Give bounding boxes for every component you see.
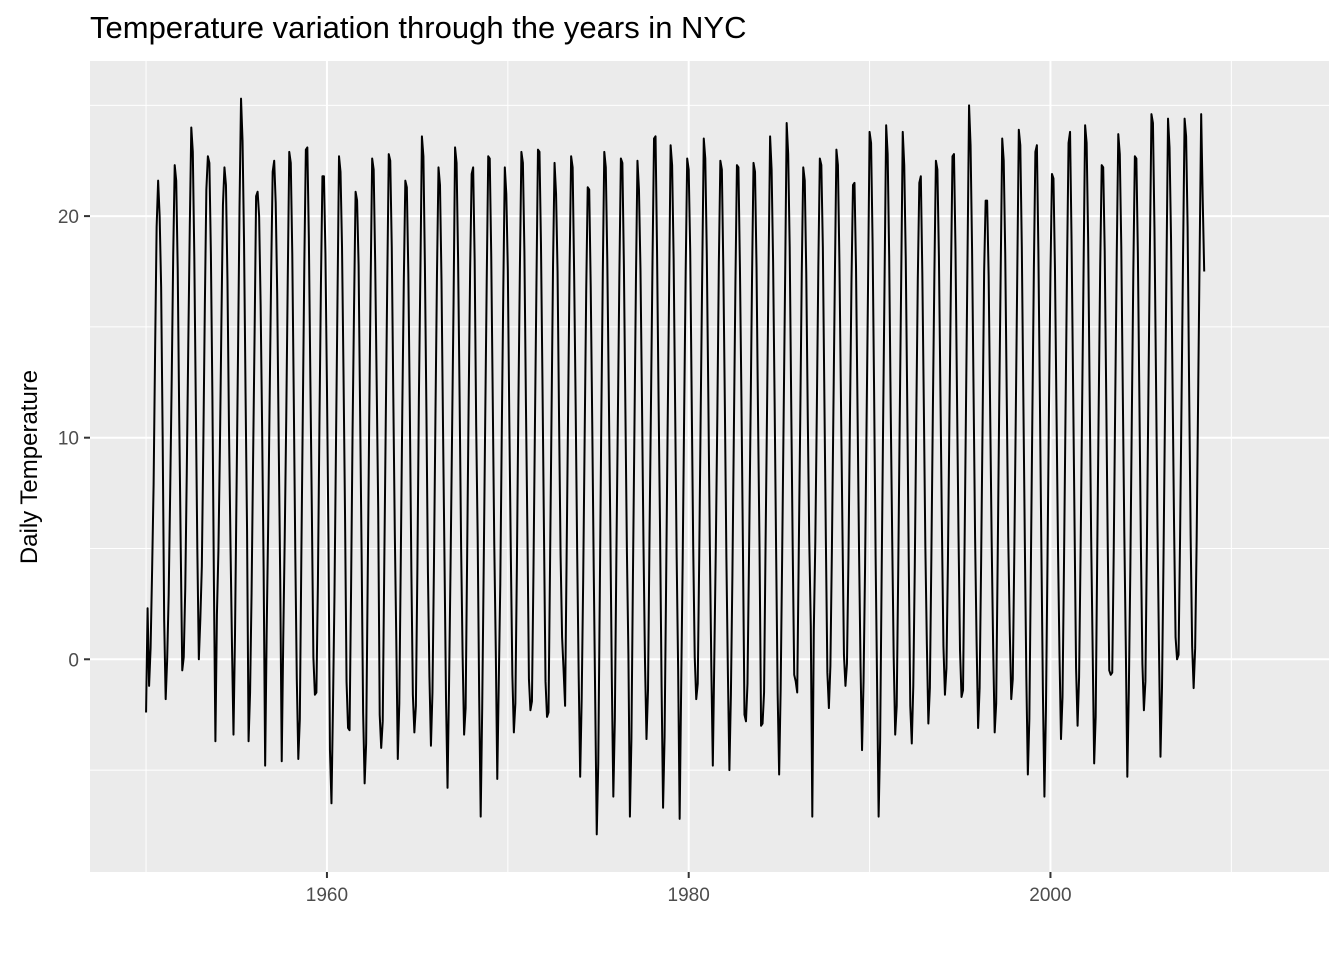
y-axis-title: Daily Temperature <box>16 370 43 564</box>
series-line <box>145 97 1206 836</box>
x-tick-label: 2000 <box>1029 885 1071 906</box>
temperature-series <box>145 97 1206 836</box>
y-tick-label: 0 <box>68 650 79 671</box>
y-tick-label: 20 <box>58 207 79 228</box>
y-tick-label: 10 <box>58 429 79 450</box>
x-tick-label: 1960 <box>306 885 348 906</box>
chart-title: Temperature variation through the years … <box>90 10 747 45</box>
axes: 1960 1980 2000 0 10 20 <box>58 207 1072 906</box>
x-tick-label: 1980 <box>668 885 710 906</box>
